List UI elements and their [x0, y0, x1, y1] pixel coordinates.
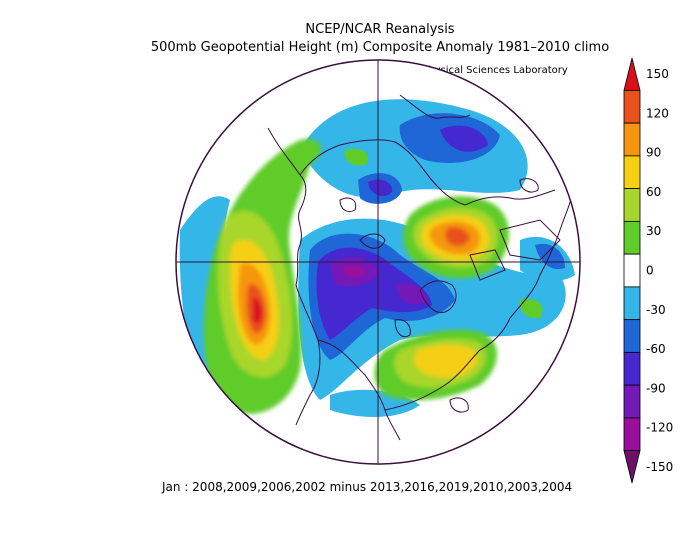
- footer-caption: Jan : 2008,2009,2006,2002 minus 2013,201…: [162, 480, 573, 494]
- colorbar-box: [623, 319, 641, 353]
- colorbar-box: [623, 417, 641, 452]
- colorbar-box: [623, 384, 641, 419]
- map-boundary: [175, 59, 581, 465]
- colorbar-box: [623, 220, 641, 255]
- positive-atlantic: [374, 329, 497, 401]
- colorbar-label: -30: [646, 303, 666, 317]
- colorbar-box: [623, 253, 641, 288]
- colorbar-label: 60: [646, 185, 661, 199]
- colorbar-box: [623, 286, 641, 321]
- minor-positive: [344, 148, 543, 319]
- colorbar-label: 30: [646, 224, 661, 238]
- positive-pacific: [203, 139, 321, 414]
- negative-cores: [308, 113, 565, 360]
- colorbar-box: [623, 188, 641, 222]
- title-line-1: NCEP/NCAR Reanalysis: [305, 22, 455, 37]
- colorbar-label: -150: [646, 460, 673, 474]
- colorbar-label: 0: [646, 264, 654, 278]
- colorbar-box: [623, 89, 641, 124]
- title-line-2: 500mb Geopotential Height (m) Composite …: [150, 40, 610, 55]
- coastlines: [267, 94, 573, 441]
- colorbar-box: [623, 57, 641, 91]
- colorbar-label: 150: [646, 67, 669, 81]
- colorbar-box: [623, 450, 641, 484]
- colorbar-label: -60: [646, 342, 666, 356]
- colorbar-box: [623, 155, 641, 190]
- colorbar-label: 120: [646, 106, 669, 120]
- credit-text: NOAA Physical Sciences Laboratory: [390, 65, 568, 76]
- colorbar-box: [623, 122, 641, 157]
- colorbar-label: -120: [646, 421, 673, 435]
- colorbar-label: 90: [646, 146, 661, 160]
- colorbar-label: -90: [646, 381, 666, 395]
- colorbar-box: [623, 351, 641, 386]
- positive-eurasia: [403, 196, 509, 279]
